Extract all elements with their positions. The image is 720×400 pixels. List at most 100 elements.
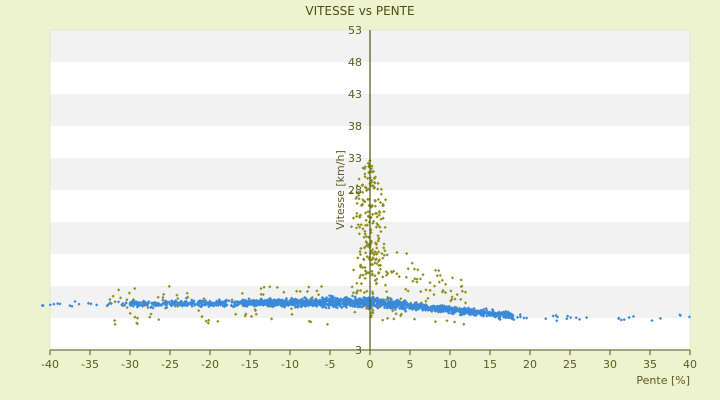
data-point bbox=[249, 314, 254, 318]
data-point bbox=[288, 302, 292, 306]
data-point bbox=[397, 275, 401, 279]
data-point bbox=[373, 199, 378, 203]
data-point bbox=[440, 305, 444, 309]
data-point bbox=[170, 300, 174, 304]
data-point bbox=[349, 191, 353, 195]
data-point bbox=[292, 298, 296, 302]
data-point bbox=[135, 316, 140, 320]
data-point bbox=[429, 305, 433, 309]
data-point bbox=[181, 302, 185, 306]
data-point bbox=[522, 316, 526, 320]
data-point bbox=[363, 185, 367, 189]
data-point bbox=[229, 303, 233, 308]
data-point bbox=[356, 288, 360, 293]
data-point bbox=[484, 307, 488, 311]
data-point bbox=[190, 298, 194, 302]
data-point bbox=[370, 310, 374, 315]
data-point bbox=[355, 291, 359, 295]
data-point bbox=[254, 304, 258, 308]
data-point bbox=[442, 304, 447, 308]
data-point bbox=[299, 299, 303, 303]
data-point bbox=[369, 205, 374, 209]
data-point bbox=[204, 319, 208, 323]
data-point bbox=[346, 299, 350, 303]
data-point bbox=[366, 176, 370, 180]
data-point bbox=[219, 303, 223, 307]
data-point bbox=[389, 297, 394, 301]
data-point bbox=[375, 277, 379, 281]
data-point bbox=[354, 196, 358, 201]
data-point bbox=[341, 298, 345, 302]
y-tick-label: 3 bbox=[355, 344, 362, 357]
data-point bbox=[415, 302, 420, 307]
data-point bbox=[358, 225, 362, 229]
data-point bbox=[502, 313, 506, 317]
data-point bbox=[309, 320, 313, 324]
data-point bbox=[404, 306, 408, 310]
data-point bbox=[313, 299, 317, 303]
data-point bbox=[373, 181, 377, 185]
data-point bbox=[231, 305, 235, 309]
data-point bbox=[281, 302, 285, 306]
data-point bbox=[173, 304, 177, 308]
data-point bbox=[361, 190, 365, 194]
data-point bbox=[509, 316, 513, 320]
data-point bbox=[369, 306, 374, 310]
data-point bbox=[374, 242, 378, 246]
data-point bbox=[167, 284, 171, 288]
data-point bbox=[485, 311, 489, 316]
data-point bbox=[209, 303, 213, 307]
data-point bbox=[214, 299, 219, 303]
data-point bbox=[261, 292, 265, 297]
data-point bbox=[340, 306, 344, 310]
data-point bbox=[428, 281, 432, 285]
data-point bbox=[472, 308, 477, 313]
data-point bbox=[324, 306, 328, 310]
data-point bbox=[373, 261, 377, 265]
data-point bbox=[444, 282, 448, 286]
data-point bbox=[445, 307, 449, 311]
data-point bbox=[449, 309, 454, 313]
data-point bbox=[382, 246, 386, 250]
data-point bbox=[406, 267, 410, 271]
data-point bbox=[404, 287, 408, 291]
data-point bbox=[447, 311, 451, 315]
data-point bbox=[206, 321, 210, 325]
data-point bbox=[394, 312, 398, 316]
data-point bbox=[462, 310, 466, 314]
data-point bbox=[355, 281, 359, 285]
data-point bbox=[358, 252, 363, 257]
data-point bbox=[397, 303, 401, 307]
data-point bbox=[350, 294, 355, 298]
x-axis-label: Pente [%] bbox=[636, 374, 690, 387]
data-point bbox=[473, 313, 477, 318]
data-point bbox=[254, 298, 259, 303]
data-point bbox=[335, 306, 339, 310]
data-point bbox=[300, 303, 304, 307]
data-point bbox=[353, 303, 358, 308]
data-points bbox=[40, 158, 692, 326]
data-point bbox=[296, 301, 300, 305]
data-point bbox=[479, 310, 484, 314]
data-point bbox=[220, 300, 225, 304]
data-point bbox=[370, 272, 375, 276]
data-point bbox=[438, 273, 442, 278]
data-point bbox=[307, 319, 311, 323]
data-point bbox=[359, 203, 363, 207]
data-point bbox=[387, 305, 391, 310]
data-point bbox=[319, 284, 324, 289]
data-point bbox=[386, 299, 391, 304]
data-point bbox=[389, 305, 393, 309]
data-point bbox=[367, 220, 371, 224]
data-point bbox=[436, 308, 440, 312]
data-point bbox=[555, 319, 559, 323]
data-point bbox=[365, 223, 369, 227]
data-point bbox=[252, 302, 256, 306]
data-point bbox=[162, 292, 166, 296]
data-point bbox=[141, 300, 145, 304]
data-point bbox=[363, 276, 367, 280]
data-point bbox=[120, 303, 124, 307]
data-point bbox=[369, 315, 373, 319]
data-point bbox=[345, 296, 349, 300]
data-point bbox=[482, 312, 486, 317]
